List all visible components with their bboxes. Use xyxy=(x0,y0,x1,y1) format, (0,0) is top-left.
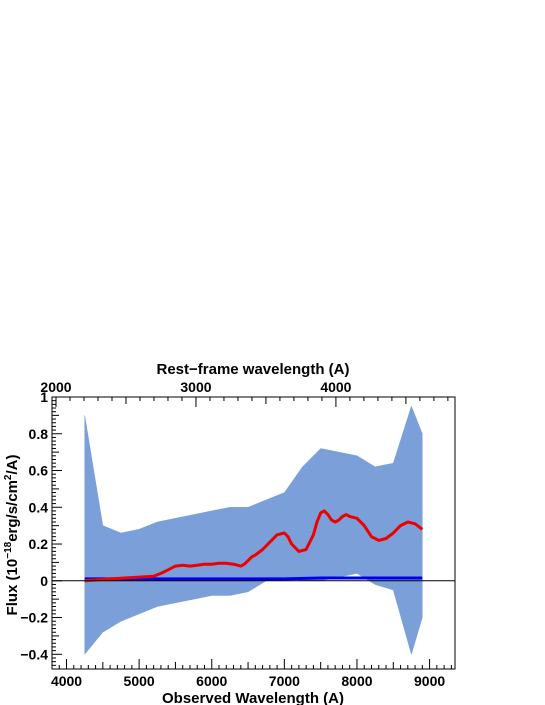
x2-axis-title: Rest−frame wavelength (A) xyxy=(157,361,350,378)
flux-band-layer xyxy=(84,405,423,656)
y-axis-title-pre: Flux (10 xyxy=(4,559,21,616)
y-axis-title-exponent: −18 xyxy=(3,541,14,558)
y-tick-label: 0.6 xyxy=(29,463,49,479)
left-axis-ticks: −0.4 −0.2 0 0.2 0.4 0.6 0.8 1 xyxy=(20,389,62,666)
y-tick-label: 0.2 xyxy=(29,536,49,552)
x-tick-label: 7000 xyxy=(269,673,300,689)
x-tick-label: 9000 xyxy=(414,673,445,689)
x2-tick-label: 3000 xyxy=(180,379,211,395)
top-axis-ticks: 2000 3000 4000 xyxy=(40,379,449,407)
y-axis-title: Flux (10−18erg/s/cm2/A) xyxy=(3,455,21,616)
y-tick-label: 0 xyxy=(40,573,48,589)
bottom-axis-ticks: 4000 5000 6000 7000 8000 9000 xyxy=(51,659,452,689)
flux-band xyxy=(84,405,423,656)
series-line-layer xyxy=(84,509,424,583)
y-tick-label: 0.4 xyxy=(29,499,49,515)
x-tick-label: 8000 xyxy=(341,673,372,689)
y-tick-label: −0.4 xyxy=(20,646,48,662)
y-axis-title-square: 2 xyxy=(3,474,14,480)
y-axis-title-units: erg/s/cm xyxy=(4,480,21,542)
x-tick-label: 6000 xyxy=(196,673,227,689)
y-tick-label: 0.8 xyxy=(29,426,49,442)
x-tick-label: 4000 xyxy=(51,673,82,689)
x2-tick-label: 4000 xyxy=(320,379,351,395)
x-axis-title: Observed Wavelength (A) xyxy=(162,690,344,705)
x-tick-label: 5000 xyxy=(124,673,155,689)
y-tick-label: −0.2 xyxy=(20,610,48,626)
y-tick-label: 1 xyxy=(40,389,48,405)
model-line xyxy=(84,509,424,583)
x2-tick-label: 2000 xyxy=(40,379,71,395)
y-axis-title-post: /A) xyxy=(4,455,21,475)
